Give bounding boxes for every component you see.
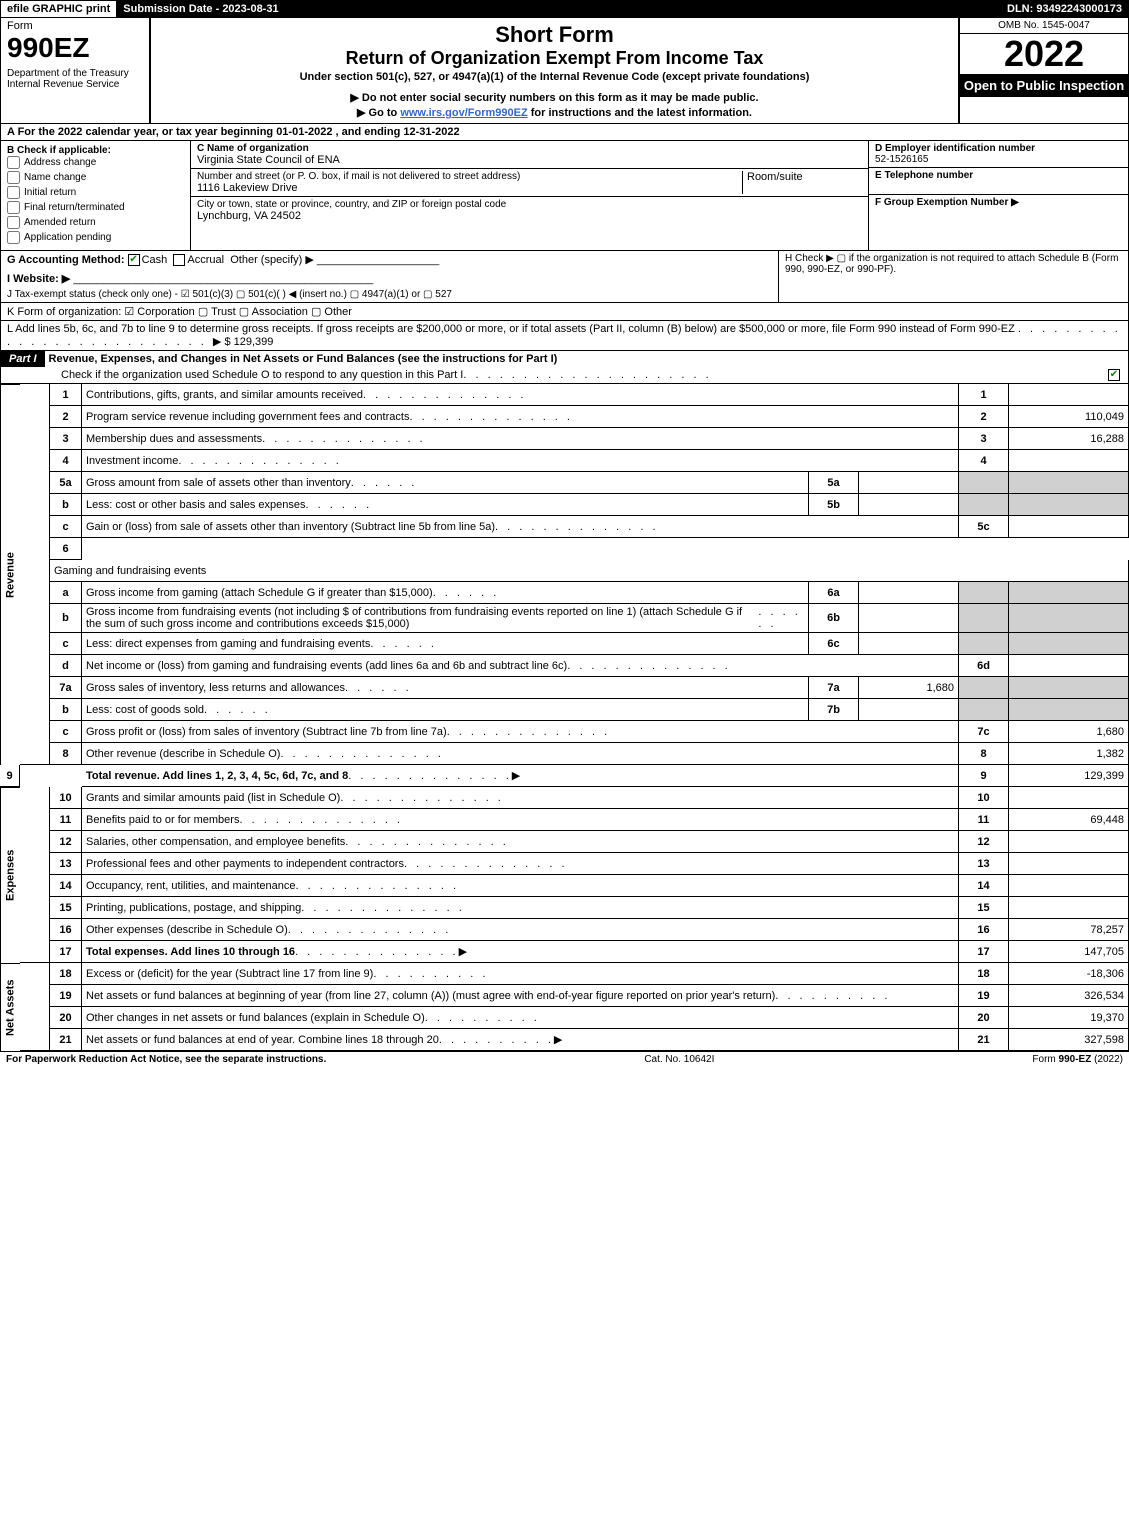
header-left: Form 990EZ Department of the Treasury In… <box>1 18 151 123</box>
tax-year: 2022 <box>960 34 1128 74</box>
d-ein-value: 52-1526165 <box>875 154 1122 165</box>
line-g: G Accounting Method: Cash Accrual Other … <box>7 253 772 266</box>
part-i-title: Revenue, Expenses, and Changes in Net As… <box>45 353 558 365</box>
line-h: H Check ▶ ▢ if the organization is not r… <box>778 251 1128 302</box>
chk-cash[interactable] <box>128 254 140 266</box>
footer-mid: Cat. No. 10642I <box>644 1054 714 1065</box>
efile-label: efile GRAPHIC print <box>1 1 117 17</box>
chk-final-return[interactable]: Final return/terminated <box>7 201 184 214</box>
section-label-revenue: Revenue <box>0 384 20 765</box>
title-short-form: Short Form <box>157 22 952 48</box>
line-l: L Add lines 5b, 6c, and 7b to line 9 to … <box>0 321 1129 351</box>
form-word: Form <box>7 20 143 32</box>
dept-treasury: Department of the Treasury Internal Reve… <box>7 68 143 90</box>
chk-initial-return[interactable]: Initial return <box>7 186 184 199</box>
chk-amended-return[interactable]: Amended return <box>7 216 184 229</box>
room-suite-label: Room/suite <box>742 171 862 194</box>
irs-link[interactable]: www.irs.gov/Form990EZ <box>400 107 527 119</box>
line-l-text: L Add lines 5b, 6c, and 7b to line 9 to … <box>7 323 1015 335</box>
b-label: B Check if applicable: <box>7 145 184 156</box>
section-bcdef: B Check if applicable: Address change Na… <box>0 141 1129 251</box>
g-label: G Accounting Method: <box>7 254 125 266</box>
opt-accrual: Accrual <box>187 254 224 266</box>
section-def: D Employer identification number 52-1526… <box>868 141 1128 250</box>
footer-right: Form 990-EZ (2022) <box>1032 1054 1123 1065</box>
header-right: OMB No. 1545-0047 2022 Open to Public In… <box>958 18 1128 123</box>
opt-other: Other (specify) ▶ <box>230 254 314 266</box>
f-group-label: F Group Exemption Number ▶ <box>875 197 1122 208</box>
line-l-arrow: ▶ $ <box>213 336 231 348</box>
subtitle-goto: ▶ Go to www.irs.gov/Form990EZ for instru… <box>157 106 952 119</box>
org-city: Lynchburg, VA 24502 <box>197 210 862 222</box>
opt-cash: Cash <box>142 254 168 266</box>
section-b: B Check if applicable: Address change Na… <box>1 141 191 250</box>
chk-name-change[interactable]: Name change <box>7 171 184 184</box>
form-number: 990EZ <box>7 32 143 64</box>
e-phone-label: E Telephone number <box>875 170 1122 181</box>
c-name-label: C Name of organization <box>197 143 862 154</box>
dln: DLN: 93492243000173 <box>286 1 1128 17</box>
subtitle-ssn: ▶ Do not enter social security numbers o… <box>157 91 952 104</box>
submission-date: Submission Date - 2023-08-31 <box>117 1 285 17</box>
omb-number: OMB No. 1545-0047 <box>960 18 1128 34</box>
part-i-table: Revenue1Contributions, gifts, grants, an… <box>0 384 1129 1051</box>
org-street: 1116 Lakeview Drive <box>197 182 742 194</box>
chk-address-change[interactable]: Address change <box>7 156 184 169</box>
line-l-amount: 129,399 <box>234 336 274 348</box>
page-footer: For Paperwork Reduction Act Notice, see … <box>0 1051 1129 1067</box>
d-ein-label: D Employer identification number <box>875 143 1122 154</box>
part-i-header: Part I Revenue, Expenses, and Changes in… <box>0 351 1129 384</box>
form-header: Form 990EZ Department of the Treasury In… <box>0 18 1129 124</box>
org-name: Virginia State Council of ENA <box>197 154 862 166</box>
section-label-expenses: Expenses <box>0 787 20 963</box>
header-center: Short Form Return of Organization Exempt… <box>151 18 958 123</box>
line-a-tax-year: A For the 2022 calendar year, or tax yea… <box>0 124 1129 141</box>
line-gh: G Accounting Method: Cash Accrual Other … <box>0 251 1129 303</box>
chk-application-pending[interactable]: Application pending <box>7 231 184 244</box>
footer-left: For Paperwork Reduction Act Notice, see … <box>6 1054 326 1065</box>
chk-schedule-o[interactable] <box>1108 369 1120 381</box>
section-c: C Name of organization Virginia State Co… <box>191 141 868 250</box>
line-k: K Form of organization: ☑ Corporation ▢ … <box>0 303 1129 321</box>
top-bar: efile GRAPHIC print Submission Date - 20… <box>0 0 1129 18</box>
goto-pre: ▶ Go to <box>357 107 400 119</box>
line-i: I Website: ▶ ___________________________… <box>7 272 772 285</box>
c-city-label: City or town, state or province, country… <box>197 199 862 210</box>
part-i-check-line: Check if the organization used Schedule … <box>61 369 463 381</box>
c-street-label: Number and street (or P. O. box, if mail… <box>197 171 742 182</box>
subtitle-section: Under section 501(c), 527, or 4947(a)(1)… <box>157 71 952 83</box>
part-i-badge: Part I <box>1 351 45 367</box>
open-to-public: Open to Public Inspection <box>960 74 1128 97</box>
title-return: Return of Organization Exempt From Incom… <box>157 48 952 69</box>
goto-post: for instructions and the latest informat… <box>528 107 752 119</box>
chk-accrual[interactable] <box>173 254 185 266</box>
section-label-netassets: Net Assets <box>0 963 20 1051</box>
line-j: J Tax-exempt status (check only one) - ☑… <box>7 289 772 300</box>
